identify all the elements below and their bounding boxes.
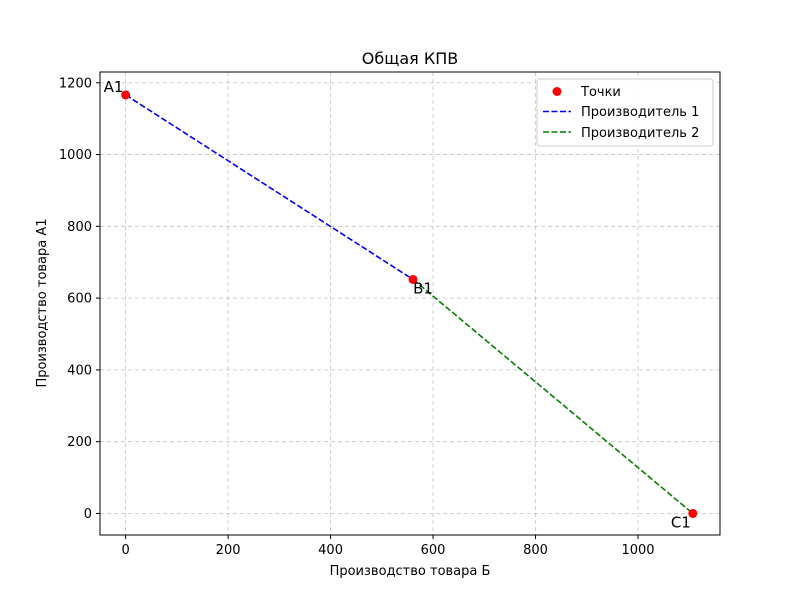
point-label-c1: C1	[671, 513, 691, 531]
y-tick-label: 600	[67, 292, 92, 307]
legend-label-producer-2: Производитель 2	[581, 126, 699, 141]
data-point-a1	[121, 90, 131, 100]
y-tick-label: 200	[67, 435, 92, 450]
legend-label-producer-1: Производитель 1	[581, 105, 699, 120]
y-tick-label: 1000	[59, 148, 92, 163]
x-tick-label: 400	[318, 543, 343, 558]
data-point-c1	[688, 508, 698, 518]
plot-frame	[99, 71, 721, 536]
points-layer: A1 B1 C1	[104, 78, 698, 531]
legend-label-points: Точки	[580, 85, 621, 100]
legend-box	[536, 78, 714, 147]
x-tick-label: 600	[421, 543, 446, 558]
series-layer	[125, 94, 694, 515]
y-tick-label: 800	[67, 220, 92, 235]
data-point-b1	[408, 274, 418, 284]
x-tick-label: 0	[121, 543, 129, 558]
series-line-producer-2	[412, 278, 694, 515]
y-axis-label: Производство товара А1	[35, 218, 50, 387]
point-label-a1: A1	[104, 78, 124, 96]
legend: Точки Производитель 1 Производитель 2	[536, 78, 714, 147]
series-line-producer-1	[125, 94, 414, 281]
point-label-b1: B1	[413, 279, 433, 297]
x-axis-label: Производство товара Б	[330, 564, 491, 579]
y-axis-ticks: 0 200 400 600 800 1000 1200	[59, 76, 100, 522]
y-tick-label: 0	[84, 507, 92, 522]
legend-marker-points	[552, 87, 562, 96]
x-axis-ticks: 0 200 400 600 800 1000	[121, 535, 655, 558]
grid	[100, 72, 720, 535]
y-tick-label: 1200	[59, 76, 92, 91]
chart-title: Общая КПВ	[362, 49, 458, 68]
x-tick-label: 1000	[621, 543, 654, 558]
x-tick-label: 200	[216, 543, 241, 558]
x-tick-label: 800	[523, 543, 548, 558]
y-tick-label: 400	[67, 363, 92, 378]
